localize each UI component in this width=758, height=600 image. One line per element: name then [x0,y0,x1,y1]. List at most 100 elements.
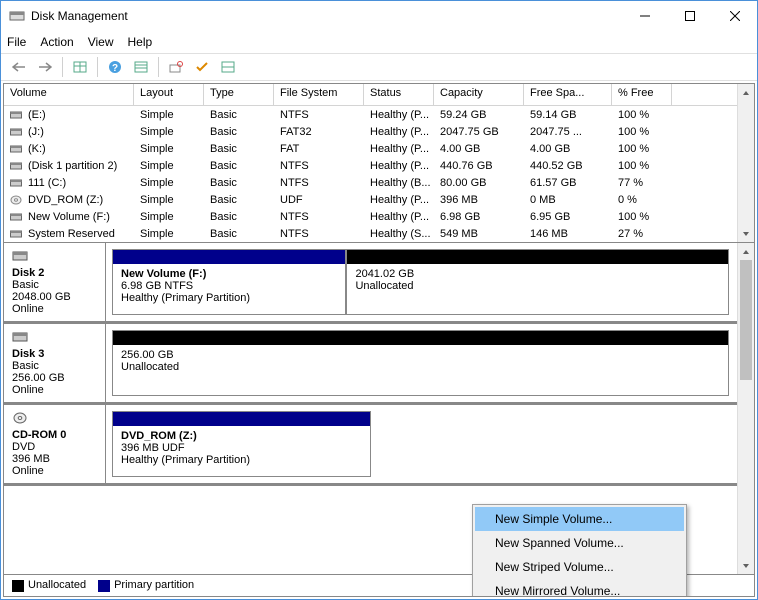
context-menu-item[interactable]: New Simple Volume... [475,507,684,531]
partition-primary[interactable]: New Volume (F:)6.98 GB NTFSHealthy (Prim… [112,249,346,315]
toolbar-grid-icon[interactable] [68,56,92,78]
menu-help[interactable]: Help [128,35,153,49]
volume-capacity: 4.00 GB [434,140,524,157]
titlebar[interactable]: Disk Management [1,1,757,31]
volume-capacity: 440.76 GB [434,157,524,174]
graphical-scrollbar[interactable] [737,243,754,574]
volume-row[interactable]: System ReservedSimpleBasicNTFSHealthy (S… [4,225,754,242]
col-layout[interactable]: Layout [134,84,204,106]
volume-scrollbar[interactable] [737,84,754,242]
disk-type-icon [12,330,97,347]
partition-unalloc[interactable]: 256.00 GBUnallocated [112,330,729,396]
volume-status: Healthy (P... [364,123,434,140]
col-volume[interactable]: Volume [4,84,134,106]
volume-name: System Reserved [28,228,115,240]
minimize-button[interactable] [622,1,667,31]
volume-capacity: 6.98 GB [434,208,524,225]
toolbar-check-icon[interactable] [190,56,214,78]
volume-row[interactable]: (Disk 1 partition 2)SimpleBasicNTFSHealt… [4,157,754,174]
context-menu-item[interactable]: New Spanned Volume... [475,531,684,555]
context-menu-item[interactable]: New Striped Volume... [475,555,684,579]
legend-unallocated: Unallocated [12,579,86,591]
volume-row[interactable]: 111 (C:)SimpleBasicNTFSHealthy (B...80.0… [4,174,754,191]
disk-management-window: Disk Management File Action View Help ? … [0,0,758,600]
close-button[interactable] [712,1,757,31]
menu-action[interactable]: Action [40,35,73,49]
legend-primary: Primary partition [98,579,194,591]
scroll-thumb[interactable] [740,260,752,380]
volume-status: Healthy (P... [364,106,434,123]
disk-row: Disk 3Basic256.00 GBOnline256.00 GBUnall… [4,324,737,405]
partition-info: DVD_ROM (Z:)396 MB UDFHealthy (Primary P… [113,426,370,476]
volume-status: Healthy (S... [364,225,434,242]
toolbar-settings-icon[interactable] [164,56,188,78]
volume-status: Healthy (P... [364,157,434,174]
volume-type: Basic [204,208,274,225]
col-capacity[interactable]: Capacity [434,84,524,106]
context-menu-item[interactable]: New Mirrored Volume... [475,579,684,597]
disk-name: Disk 2 [12,267,97,279]
maximize-button[interactable] [667,1,712,31]
partition-info: 2041.02 GBUnallocated [347,264,728,314]
partition-title: New Volume (F:) [121,268,337,280]
volume-free: 146 MB [524,225,612,242]
disk-status: Online [12,465,97,477]
volume-row[interactable]: New Volume (F:)SimpleBasicNTFSHealthy (P… [4,208,754,225]
swatch-primary [98,580,110,592]
disk-size: 256.00 GB [12,372,97,384]
forward-button[interactable] [33,56,57,78]
disk-label[interactable]: Disk 3Basic256.00 GBOnline [4,324,106,402]
partition-unalloc[interactable]: 2041.02 GBUnallocated [346,249,729,315]
disk-label[interactable]: CD-ROM 0DVD396 MBOnline [4,405,106,483]
disk-row: Disk 2Basic2048.00 GBOnlineNew Volume (F… [4,243,737,324]
scroll-up-icon[interactable] [738,84,754,101]
drive-icon [10,144,22,154]
partition-status: Healthy (Primary Partition) [121,292,337,304]
volume-capacity: 2047.75 GB [434,123,524,140]
volume-row[interactable]: (J:)SimpleBasicFAT32Healthy (P...2047.75… [4,123,754,140]
volume-rows: (E:)SimpleBasicNTFSHealthy (P...59.24 GB… [4,106,754,242]
volume-free: 2047.75 ... [524,123,612,140]
volume-capacity: 59.24 GB [434,106,524,123]
volume-row[interactable]: (K:)SimpleBasicFATHealthy (P...4.00 GB4.… [4,140,754,157]
volume-layout: Simple [134,106,204,123]
volume-name: 111 (C:) [28,177,66,189]
toolbar-list-icon[interactable] [129,56,153,78]
disk-type-icon [12,411,97,428]
col-free[interactable]: Free Spa... [524,84,612,106]
volume-status: Healthy (B... [364,174,434,191]
volume-row[interactable]: (E:)SimpleBasicNTFSHealthy (P...59.24 GB… [4,106,754,123]
col-pct[interactable]: % Free [612,84,672,106]
disk-label[interactable]: Disk 2Basic2048.00 GBOnline [4,243,106,321]
back-button[interactable] [7,56,31,78]
partition-status: Unallocated [355,280,720,292]
partition-bar [113,250,345,264]
drive-icon [10,212,22,222]
volume-name: (K:) [28,143,46,155]
volume-type: Basic [204,157,274,174]
col-status[interactable]: Status [364,84,434,106]
volume-row[interactable]: DVD_ROM (Z:)SimpleBasicUDFHealthy (P...3… [4,191,754,208]
menu-view[interactable]: View [88,35,114,49]
volume-name: (J:) [28,126,44,138]
disk-partitions: 256.00 GBUnallocated [106,324,737,402]
menu-file[interactable]: File [7,35,26,49]
volume-capacity: 80.00 GB [434,174,524,191]
col-fs[interactable]: File System [274,84,364,106]
volume-layout: Simple [134,174,204,191]
help-button[interactable]: ? [103,56,127,78]
scroll-down-icon[interactable] [738,225,754,242]
app-icon [9,8,25,24]
col-type[interactable]: Type [204,84,274,106]
partition-primary[interactable]: DVD_ROM (Z:)396 MB UDFHealthy (Primary P… [112,411,371,477]
toolbar: ? [1,53,757,81]
toolbar-panel-icon[interactable] [216,56,240,78]
partition-bar [347,250,728,264]
scroll-down-icon[interactable] [738,557,754,574]
partition-size: 396 MB UDF [121,442,362,454]
volume-pct: 100 % [612,157,672,174]
scroll-up-icon[interactable] [738,243,754,260]
volume-name: (Disk 1 partition 2) [28,160,117,172]
disk-status: Online [12,303,97,315]
volume-capacity: 549 MB [434,225,524,242]
